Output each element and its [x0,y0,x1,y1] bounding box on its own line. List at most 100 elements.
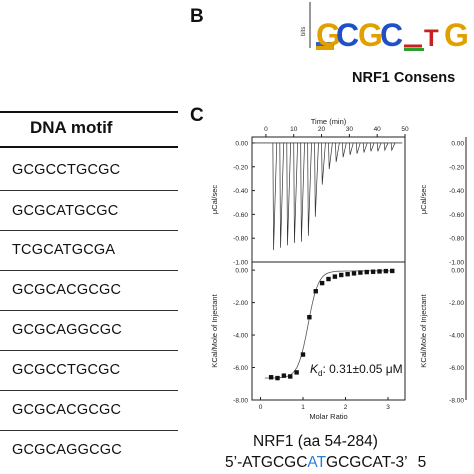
protein-caption: NRF1 (aa 54-284) [253,433,378,450]
isotherm-point [294,370,299,375]
table-top-rule [0,111,178,113]
injection-peak [272,142,278,251]
time-tick-label: 0 [264,126,268,133]
table-row: GCGCACGCGC [12,402,122,418]
row-divider [0,390,178,391]
row-divider [0,190,178,191]
table-row: GCGCAGGCGC [12,442,122,458]
isotherm-point [383,268,389,274]
injection-peak [321,142,326,185]
logo-axis-label: bits [301,27,307,36]
right-kcal-tick-label: -8.00 [449,398,464,405]
injection-peak [355,142,361,154]
ucal-tick-label: -1.00 [233,260,248,267]
isotherm-point [275,375,280,381]
isotherm-point [319,280,325,286]
right-kcal-axis-label: KCal/Mole of Injectant [419,293,428,367]
molar-ratio-tick-label: 3 [386,404,390,411]
kcal-tick-label: 0.00 [235,268,248,275]
injection-peak [314,142,319,217]
table-row: GCGCCTGCGC [12,362,121,378]
injection-peak [369,142,375,152]
right-kcal-tick-label: 0.00 [451,268,464,275]
isotherm-point [268,375,274,380]
molar-ratio-tick-label: 0 [259,404,263,411]
time-tick-label: 50 [401,126,409,133]
kd-annotation: Kd: 0.31±0.05 μM [310,362,403,378]
isotherm-point [339,272,344,278]
right-kcal-tick-label: -2.00 [449,300,464,307]
time-tick-label: 30 [346,126,354,133]
isotherm-point [326,276,331,282]
injection-peak [390,142,396,152]
table-row: GCGCACGCGC [12,282,122,298]
table-row: GCGCATGCGC [12,203,119,219]
logo-letter-c1: C [336,17,359,53]
row-divider [0,430,178,431]
time-tick-label: 40 [374,126,382,133]
right-ucal-tick-label: 0.00 [451,140,464,147]
isotherm-point [364,269,369,275]
sequence-caption: 5’-ATGCGCATGCGCAT-3’ 5 [225,454,426,472]
molar-ratio-tick-label: 1 [301,404,305,411]
isotherm-point [300,352,306,357]
injection-peak [335,142,340,163]
isotherm-point [358,270,363,275]
table-row: TCGCATGCGA [12,242,116,258]
logo-caption: NRF1 Consens [352,70,456,86]
table-header-rule [0,146,178,148]
panel-b-letter: B [190,6,204,27]
binding-isotherm-frame [251,261,406,401]
injection-peak [362,142,368,153]
isotherm-point [345,271,350,277]
logo-letter-g1: G [316,17,341,53]
isotherm-point [332,274,338,279]
molar-ratio-axis-label: Molar Ratio [309,412,347,421]
panel-c-letter: C [190,105,204,126]
logo-letter-g2: G [358,17,383,53]
ucal-tick-label: 0.00 [235,140,248,147]
time-tick-label: 20 [318,126,326,133]
ucal-axis-label: μCal/sec [210,185,219,215]
time-axis-label: Time (min) [311,117,347,126]
next-fragment: 5 [417,454,427,471]
row-divider [0,350,178,351]
isotherm-point [313,289,318,294]
molar-ratio-tick-label: 2 [344,404,348,411]
isotherm-point [370,269,376,274]
injection-peak [307,142,312,236]
seq-suffix: GCGCAT-3’ [326,454,408,471]
ucal-tick-label: -0.20 [233,164,248,171]
ucal-tick-label: -0.40 [233,188,248,195]
seq-prefix: 5’-ATGCGC [225,454,308,471]
right-ucal-tick-label: -1.00 [449,260,464,267]
injection-peak [293,142,298,243]
injection-peak [328,142,333,170]
injection-peak [342,142,347,158]
table-header: DNA motif [30,118,113,137]
logo-letter-c2: C [380,17,403,53]
kcal-tick-label: -4.00 [233,333,248,340]
time-tick-label: 10 [290,126,298,133]
right-ucal-tick-label: -0.20 [449,164,464,171]
kcal-tick-label: -8.00 [233,398,248,405]
logo-letter-g3: G [444,17,469,53]
right-kcal-tick-label: -6.00 [449,365,464,372]
injection-peak [349,142,354,155]
isotherm-point [307,315,312,320]
right-kcal-tick-label: -4.00 [449,333,464,340]
isotherm-point [281,373,287,378]
isotherm-point [390,268,395,274]
injection-peak [286,142,292,246]
kcal-tick-label: -6.00 [233,365,248,372]
logo-letter-t: T [424,25,439,52]
row-divider [0,310,178,311]
isotherm-point [377,269,382,274]
right-ucal-axis-label: μCal/sec [419,185,428,215]
isotherm-point [288,374,293,379]
right-ucal-tick-label: -0.60 [449,212,464,219]
table-row: GCGCAGGCGC [12,322,122,338]
injection-peak [376,142,382,152]
table-row: GCGCCTGCGC [12,162,121,178]
